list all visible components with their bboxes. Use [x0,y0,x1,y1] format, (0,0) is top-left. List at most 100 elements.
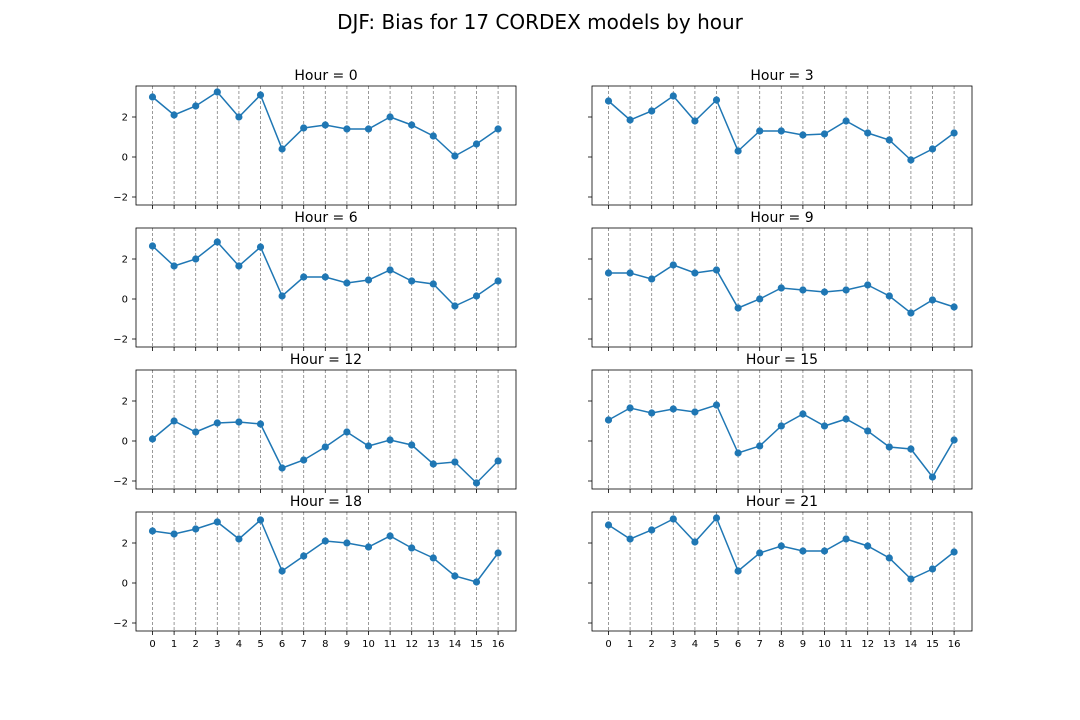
data-point [429,132,437,140]
y-tick-label: 0 [122,579,128,590]
data-point [648,275,656,283]
y-tick-label: 0 [122,437,128,448]
subplot-2: −2 0 2 Hour = 6 [113,210,517,351]
data-point [604,521,613,529]
data-point [256,243,265,251]
x-tick-label: 10 [818,639,831,650]
data-point [148,93,157,101]
x-tick-label: 11 [840,639,853,650]
data-point [669,405,677,413]
x-tick-label: 7 [757,639,763,650]
data-point [235,113,243,121]
data-point [300,273,308,281]
data-point [213,88,221,96]
y-tick-label: 0 [122,295,128,306]
data-point [864,542,872,550]
subplot-title: Hour = 12 [290,352,362,368]
axes-frame [591,85,973,206]
x-tick-label: 13 [883,639,896,650]
data-point [343,539,351,547]
data-point [148,435,157,443]
data-point [170,417,178,425]
data-point [756,127,764,135]
x-tick-label: 15 [926,639,939,650]
data-point [712,96,721,104]
data-point [734,449,742,457]
x-tick-label: 16 [492,639,505,650]
data-point [777,127,785,135]
x-tick-label: 1 [171,639,177,650]
data-point [256,516,265,524]
x-tick-label: 5 [713,639,719,650]
x-tick-label: 5 [257,639,263,650]
axes-frame [135,227,517,348]
data-point [170,530,178,538]
data-point [691,408,699,416]
x-tick-label: 3 [214,639,220,650]
data-point [756,442,764,450]
data-point [799,131,807,139]
data-point [777,542,785,550]
data-point [148,242,157,250]
x-tick-label: 2 [649,639,655,650]
data-point [278,292,286,300]
data-point [343,428,351,436]
data-point [364,543,373,551]
subplot-title: Hour = 0 [294,68,357,84]
data-point [494,277,502,285]
data-point [343,125,351,133]
x-tick-label: 2 [193,639,199,650]
axes-frame [591,369,973,490]
data-point [950,548,958,556]
data-point [429,280,437,288]
data-point [626,535,634,543]
data-point [235,535,243,543]
data-point [278,464,286,472]
data-point [604,416,613,424]
x-tick-label: 16 [948,639,961,650]
data-point [648,107,656,115]
data-point [950,303,958,311]
x-tick-label: 14 [905,639,918,650]
y-tick-label: 2 [122,397,128,408]
x-tick-label: 6 [735,639,741,650]
data-point [235,418,243,426]
data-point [429,460,437,468]
data-point [907,156,915,164]
data-point [626,269,634,277]
data-point [213,238,221,246]
x-tick-label: 8 [778,639,784,650]
data-point [928,473,937,481]
data-point [691,538,699,546]
data-point [820,130,829,138]
data-point [300,124,308,132]
y-tick-label: 2 [122,113,128,124]
x-tick-label: 1 [627,639,633,650]
data-point [364,125,373,133]
data-point [885,292,893,300]
y-tick-label: 2 [122,539,128,550]
subplot-title: Hour = 15 [746,352,818,368]
data-point [256,91,265,99]
data-point [648,526,656,534]
data-point [777,422,785,430]
data-point [451,572,459,580]
subplot-title: Hour = 6 [294,210,357,226]
data-point [928,565,937,573]
data-point [799,547,807,555]
data-point [408,441,416,449]
data-point [799,286,807,294]
data-point [300,552,308,560]
data-point [472,140,481,148]
x-tick-label: 10 [362,639,375,650]
data-point [192,255,200,263]
axes-frame [591,227,973,348]
data-point [321,443,329,451]
data-point [756,549,764,557]
data-point [777,284,785,292]
x-tick-label: 12 [861,639,874,650]
data-point [842,286,850,294]
data-point [669,515,677,523]
